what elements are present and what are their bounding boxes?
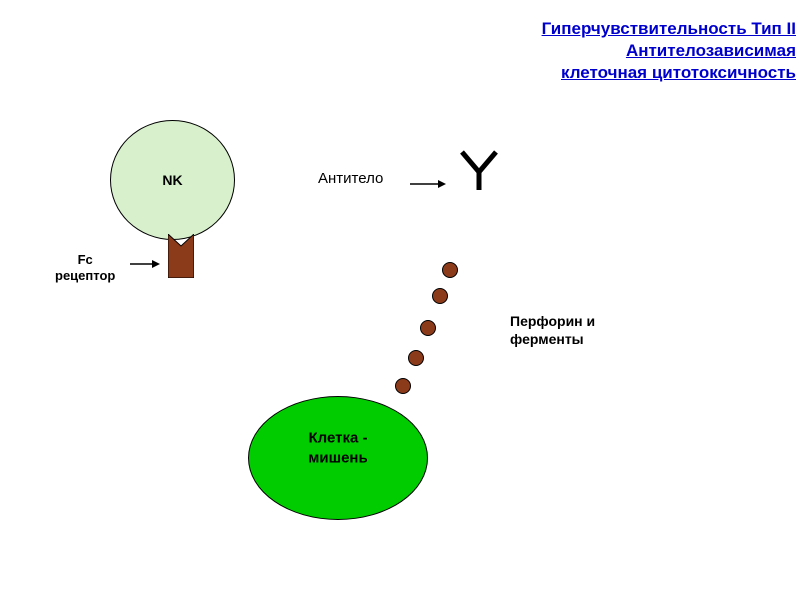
- granule: [442, 262, 458, 278]
- perforin-label: Перфорин и ферменты: [510, 312, 595, 348]
- target-label-line-2: мишень: [308, 448, 367, 468]
- fc-arrow: [130, 258, 170, 278]
- target-cell-label: Клетка - мишень: [308, 429, 367, 468]
- fc-label-line-1: Fc: [55, 252, 115, 268]
- perforin-line-2: ферменты: [510, 330, 595, 348]
- title-line-2: Антителозависимая: [542, 40, 796, 62]
- granule: [395, 378, 411, 394]
- target-cell: Клетка - мишень: [248, 396, 428, 520]
- granule: [432, 288, 448, 304]
- target-label-line-1: Клетка -: [308, 429, 367, 449]
- nk-cell: NK: [110, 120, 235, 240]
- diagram-title: Гиперчувствительность Тип II Антителозав…: [542, 18, 796, 84]
- antibody-label: Антитело: [318, 170, 383, 187]
- fc-receptor-shape: [168, 234, 194, 278]
- granule: [408, 350, 424, 366]
- nk-cell-label: NK: [162, 172, 182, 188]
- fc-receptor-polygon: [168, 234, 194, 278]
- fc-label-line-2: рецептор: [55, 268, 115, 284]
- perforin-line-1: Перфорин и: [510, 312, 595, 330]
- granule: [420, 320, 436, 336]
- title-line-1: Гиперчувствительность Тип II: [542, 18, 796, 40]
- antibody-arrow: [410, 178, 456, 198]
- antibody-symbol: [458, 148, 500, 194]
- title-line-3: клеточная цитотоксичность: [542, 62, 796, 84]
- fc-receptor-label: Fc рецептор: [55, 252, 115, 283]
